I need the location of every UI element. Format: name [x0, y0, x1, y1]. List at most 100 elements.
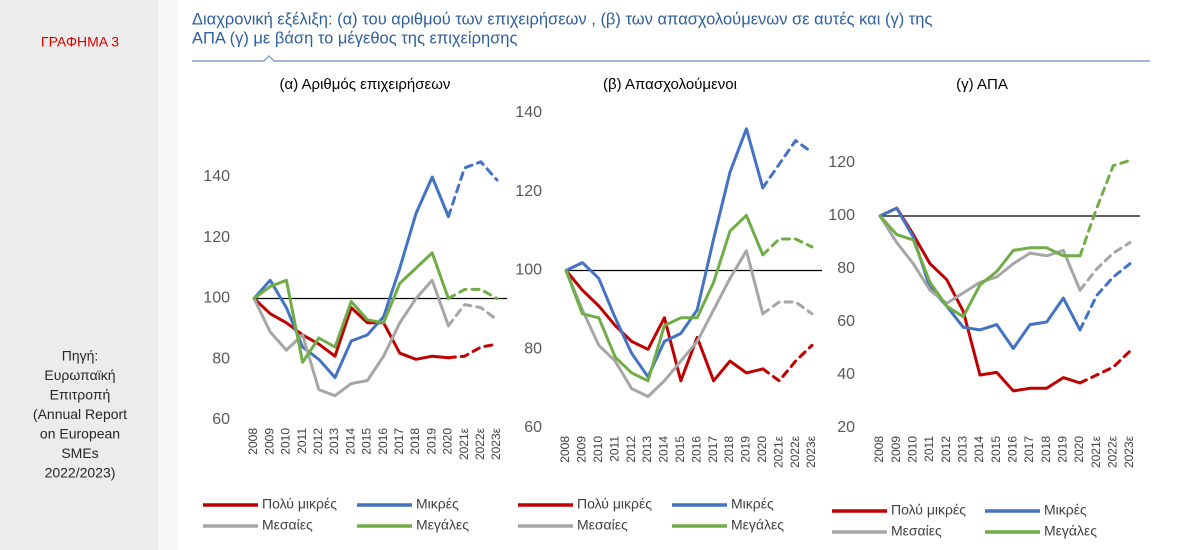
chart-title: (β) Απασχολούμενοι [603, 76, 737, 93]
x-tick-label: 2015 [360, 428, 374, 455]
series-line [564, 213, 765, 383]
source-line: Πηγή: [62, 348, 99, 364]
series-line [761, 343, 814, 383]
y-tick-label: 80 [837, 260, 855, 277]
x-tick-label: 2022ε [788, 435, 802, 468]
series-line [252, 175, 450, 379]
x-tick-label: 2012 [624, 436, 638, 463]
x-tick-label: 2013 [956, 436, 970, 463]
y-tick-label: 120 [515, 183, 542, 200]
x-tick-label: 2018 [722, 436, 736, 463]
x-tick-label: 2008 [872, 436, 886, 463]
series-line [878, 206, 1082, 350]
series-line [252, 297, 450, 361]
x-tick-label: 2018 [408, 428, 422, 455]
x-tick-label: 2008 [558, 436, 572, 463]
series-line [761, 237, 814, 257]
x-tick-label: 2015 [673, 436, 687, 463]
y-tick-label: 80 [524, 340, 542, 357]
legend-label: Μεσαίες [577, 517, 628, 533]
x-tick-label: 2011 [607, 436, 621, 462]
y-tick-label: 80 [212, 350, 230, 367]
x-tick-label: 2011 [295, 428, 309, 454]
series-line [878, 206, 1082, 393]
x-tick-label: 2019 [739, 436, 753, 463]
y-tick-label: 100 [203, 290, 230, 307]
x-tick-label: 2016 [376, 428, 390, 455]
x-tick-label: 2019 [1056, 436, 1070, 463]
x-tick-label: 2017 [1022, 436, 1036, 463]
x-tick-label: 2019 [424, 428, 438, 455]
x-tick-label: 2010 [591, 436, 605, 463]
x-tick-label: 2013 [327, 428, 341, 455]
legend-label: Μεσαίες [891, 523, 942, 539]
legend-label: Μεγάλες [1044, 523, 1097, 539]
y-tick-label: 100 [515, 262, 542, 279]
x-tick-label: 2020 [441, 428, 455, 455]
x-tick-label: 2012 [939, 436, 953, 463]
source-line: SMEs [61, 445, 98, 461]
y-tick-label: 140 [203, 168, 230, 185]
x-tick-label: 2010 [906, 436, 920, 463]
legend-label: Μεγάλες [731, 517, 784, 533]
x-tick-label: 2015 [989, 436, 1003, 463]
series-line [878, 214, 1082, 305]
header-title: Διαχρονική εξέλιξη: (α) του αριθμού των … [192, 10, 932, 28]
source-line: Ευρωπαϊκή [44, 367, 115, 383]
x-tick-label: 2009 [262, 428, 276, 455]
x-tick-label: 2018 [1039, 436, 1053, 463]
series-line [252, 251, 450, 364]
x-tick-label: 2013 [640, 436, 654, 463]
series-line [878, 214, 1082, 319]
source-note: Πηγή: Ευρωπαϊκή Επιτροπή (Annual Report on E… [33, 348, 127, 481]
x-tick-label: 2020 [1072, 436, 1086, 463]
x-tick-label: 2022ε [473, 427, 487, 460]
legend-label: Μεγάλες [416, 517, 469, 533]
series-line [564, 249, 765, 398]
x-tick-label: 2012 [311, 428, 325, 455]
legend-label: Μικρές [1044, 502, 1087, 518]
y-tick-label: 60 [837, 313, 855, 330]
x-tick-label: 2022ε [1106, 435, 1120, 468]
source-line: 2022/2023) [45, 465, 116, 481]
x-tick-label: 2023ε [1122, 435, 1136, 468]
x-tick-label: 2021ε [1089, 435, 1103, 468]
sidebar [0, 0, 158, 550]
y-tick-label: 120 [203, 229, 230, 246]
x-tick-label: 2017 [392, 428, 406, 455]
legend-label: Πολύ μικρές [891, 502, 966, 518]
y-tick-label: 100 [828, 207, 855, 224]
source-line: on European [40, 426, 120, 442]
series-line [761, 139, 814, 190]
x-tick-label: 2009 [889, 436, 903, 463]
series-line [1078, 241, 1132, 292]
sidebar-gap [158, 0, 178, 550]
x-tick-label: 2020 [755, 436, 769, 463]
x-tick-label: 2021ε [457, 427, 471, 460]
series-line [446, 287, 499, 300]
legend-label: Μικρές [731, 496, 774, 512]
header-title: ΑΠΑ (γ) με βάση το μέγεθος της επιχείρησ… [192, 29, 517, 47]
series-line [446, 160, 499, 218]
x-tick-label: 2023ε [489, 427, 503, 460]
chart-title: (α) Αριθμός επιχειρήσεων [280, 76, 451, 93]
series-line [564, 269, 765, 383]
source-line: (Annual Report [33, 406, 127, 422]
x-tick-label: 2021ε [771, 435, 785, 468]
legend-label: Πολύ μικρές [577, 496, 652, 512]
series-line [1078, 158, 1132, 258]
series-line [564, 127, 765, 379]
x-tick-label: 2011 [922, 436, 936, 462]
legend-label: Πολύ μικρές [262, 496, 337, 512]
y-tick-label: 60 [212, 411, 230, 428]
series-line [252, 278, 450, 398]
header-rule [192, 55, 1150, 62]
x-tick-label: 2009 [575, 436, 589, 463]
y-tick-label: 40 [837, 366, 855, 383]
x-tick-label: 2017 [706, 436, 720, 463]
x-tick-label: 2010 [279, 428, 293, 455]
series-line [761, 300, 814, 316]
source-line: Επιτροπή [50, 387, 111, 403]
series-line [1078, 349, 1132, 385]
